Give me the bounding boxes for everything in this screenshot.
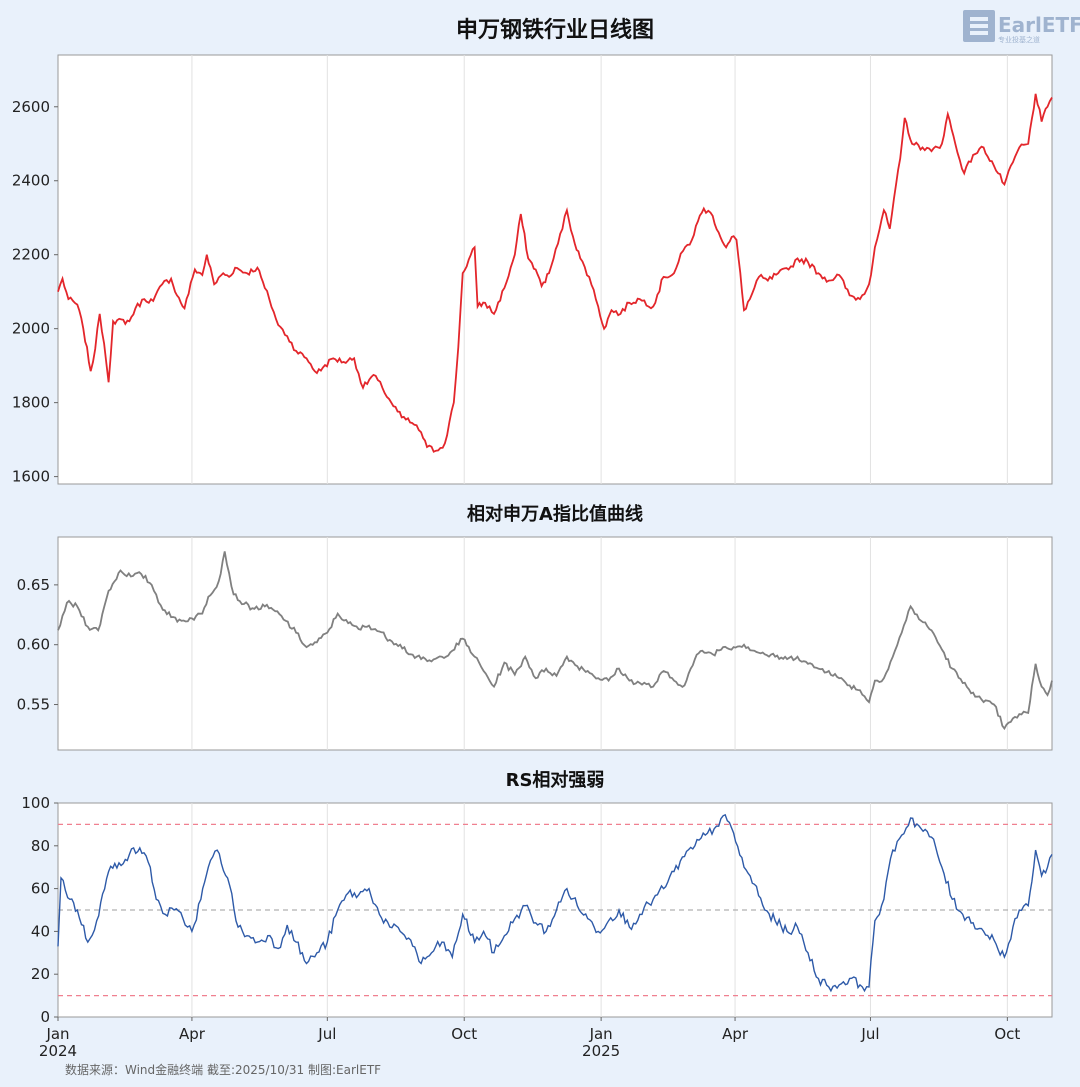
rs-series-line xyxy=(57,813,1053,993)
earletf-logo: EarlETF 专业投基之道 xyxy=(963,10,1080,44)
x-tick-label: Jul xyxy=(317,1025,336,1043)
price-y-tick-label: 2200 xyxy=(12,246,50,264)
x-tick-label: Oct xyxy=(451,1025,477,1043)
rs-panel: 0 20 40 60 80 100 xyxy=(21,794,1053,1026)
rs-y-tick-label: 100 xyxy=(21,794,50,812)
x-tick-label: Apr xyxy=(722,1025,749,1043)
source-note: 数据来源：Wind金融终端 截至:2025/10/31 制图:EarlETF xyxy=(65,1062,381,1077)
logo-tagline: 专业投基之道 xyxy=(998,35,1040,44)
ratio-series-line xyxy=(57,551,1053,731)
x-tick-label: Oct xyxy=(994,1025,1020,1043)
panel-2-title: 相对申万A指比值曲线 xyxy=(467,503,643,525)
panel-3-title: RS相对强弱 xyxy=(506,769,605,791)
x-tick-label: Apr xyxy=(179,1025,206,1043)
x-tick-label: Jan xyxy=(589,1025,613,1043)
rs-y-tick-label: 80 xyxy=(31,837,50,855)
ratio-y-tick-label: 0.60 xyxy=(17,636,50,654)
rs-y-tick-label: 60 xyxy=(31,880,50,898)
logo-icon-bar xyxy=(970,17,988,21)
panel-1-title: 申万钢铁行业日线图 xyxy=(456,17,654,43)
price-y-tick-label: 2000 xyxy=(12,320,50,338)
price-y-tick-label: 1600 xyxy=(12,468,50,486)
logo-text: EarlETF xyxy=(998,13,1080,37)
price-y-tick-label: 2400 xyxy=(12,172,50,190)
ratio-panel: 0.55 0.60 0.65 xyxy=(17,536,1053,751)
x-tick-label: Jul xyxy=(860,1025,879,1043)
price-panel: 1600 1800 2000 2200 2400 2600 xyxy=(12,54,1053,486)
ratio-y-tick-label: 0.65 xyxy=(17,576,50,594)
price-y-tick-label: 2600 xyxy=(12,98,50,116)
rs-y-tick-label: 40 xyxy=(31,922,50,940)
x-tick-year-label: 2024 xyxy=(39,1042,77,1060)
price-plot-area xyxy=(57,54,1053,485)
price-series-line xyxy=(57,93,1053,453)
x-tick-year-label: 2025 xyxy=(582,1042,620,1060)
ratio-y-tick-label: 0.55 xyxy=(17,696,50,714)
x-tick-label: Jan xyxy=(45,1025,69,1043)
price-y-tick-label: 1800 xyxy=(12,394,50,412)
rs-y-tick-label: 0 xyxy=(40,1008,50,1026)
rs-y-tick-label: 20 xyxy=(31,965,50,983)
logo-icon-bar xyxy=(970,24,988,28)
logo-icon-bar xyxy=(970,31,988,35)
ratio-plot-area xyxy=(57,536,1053,751)
